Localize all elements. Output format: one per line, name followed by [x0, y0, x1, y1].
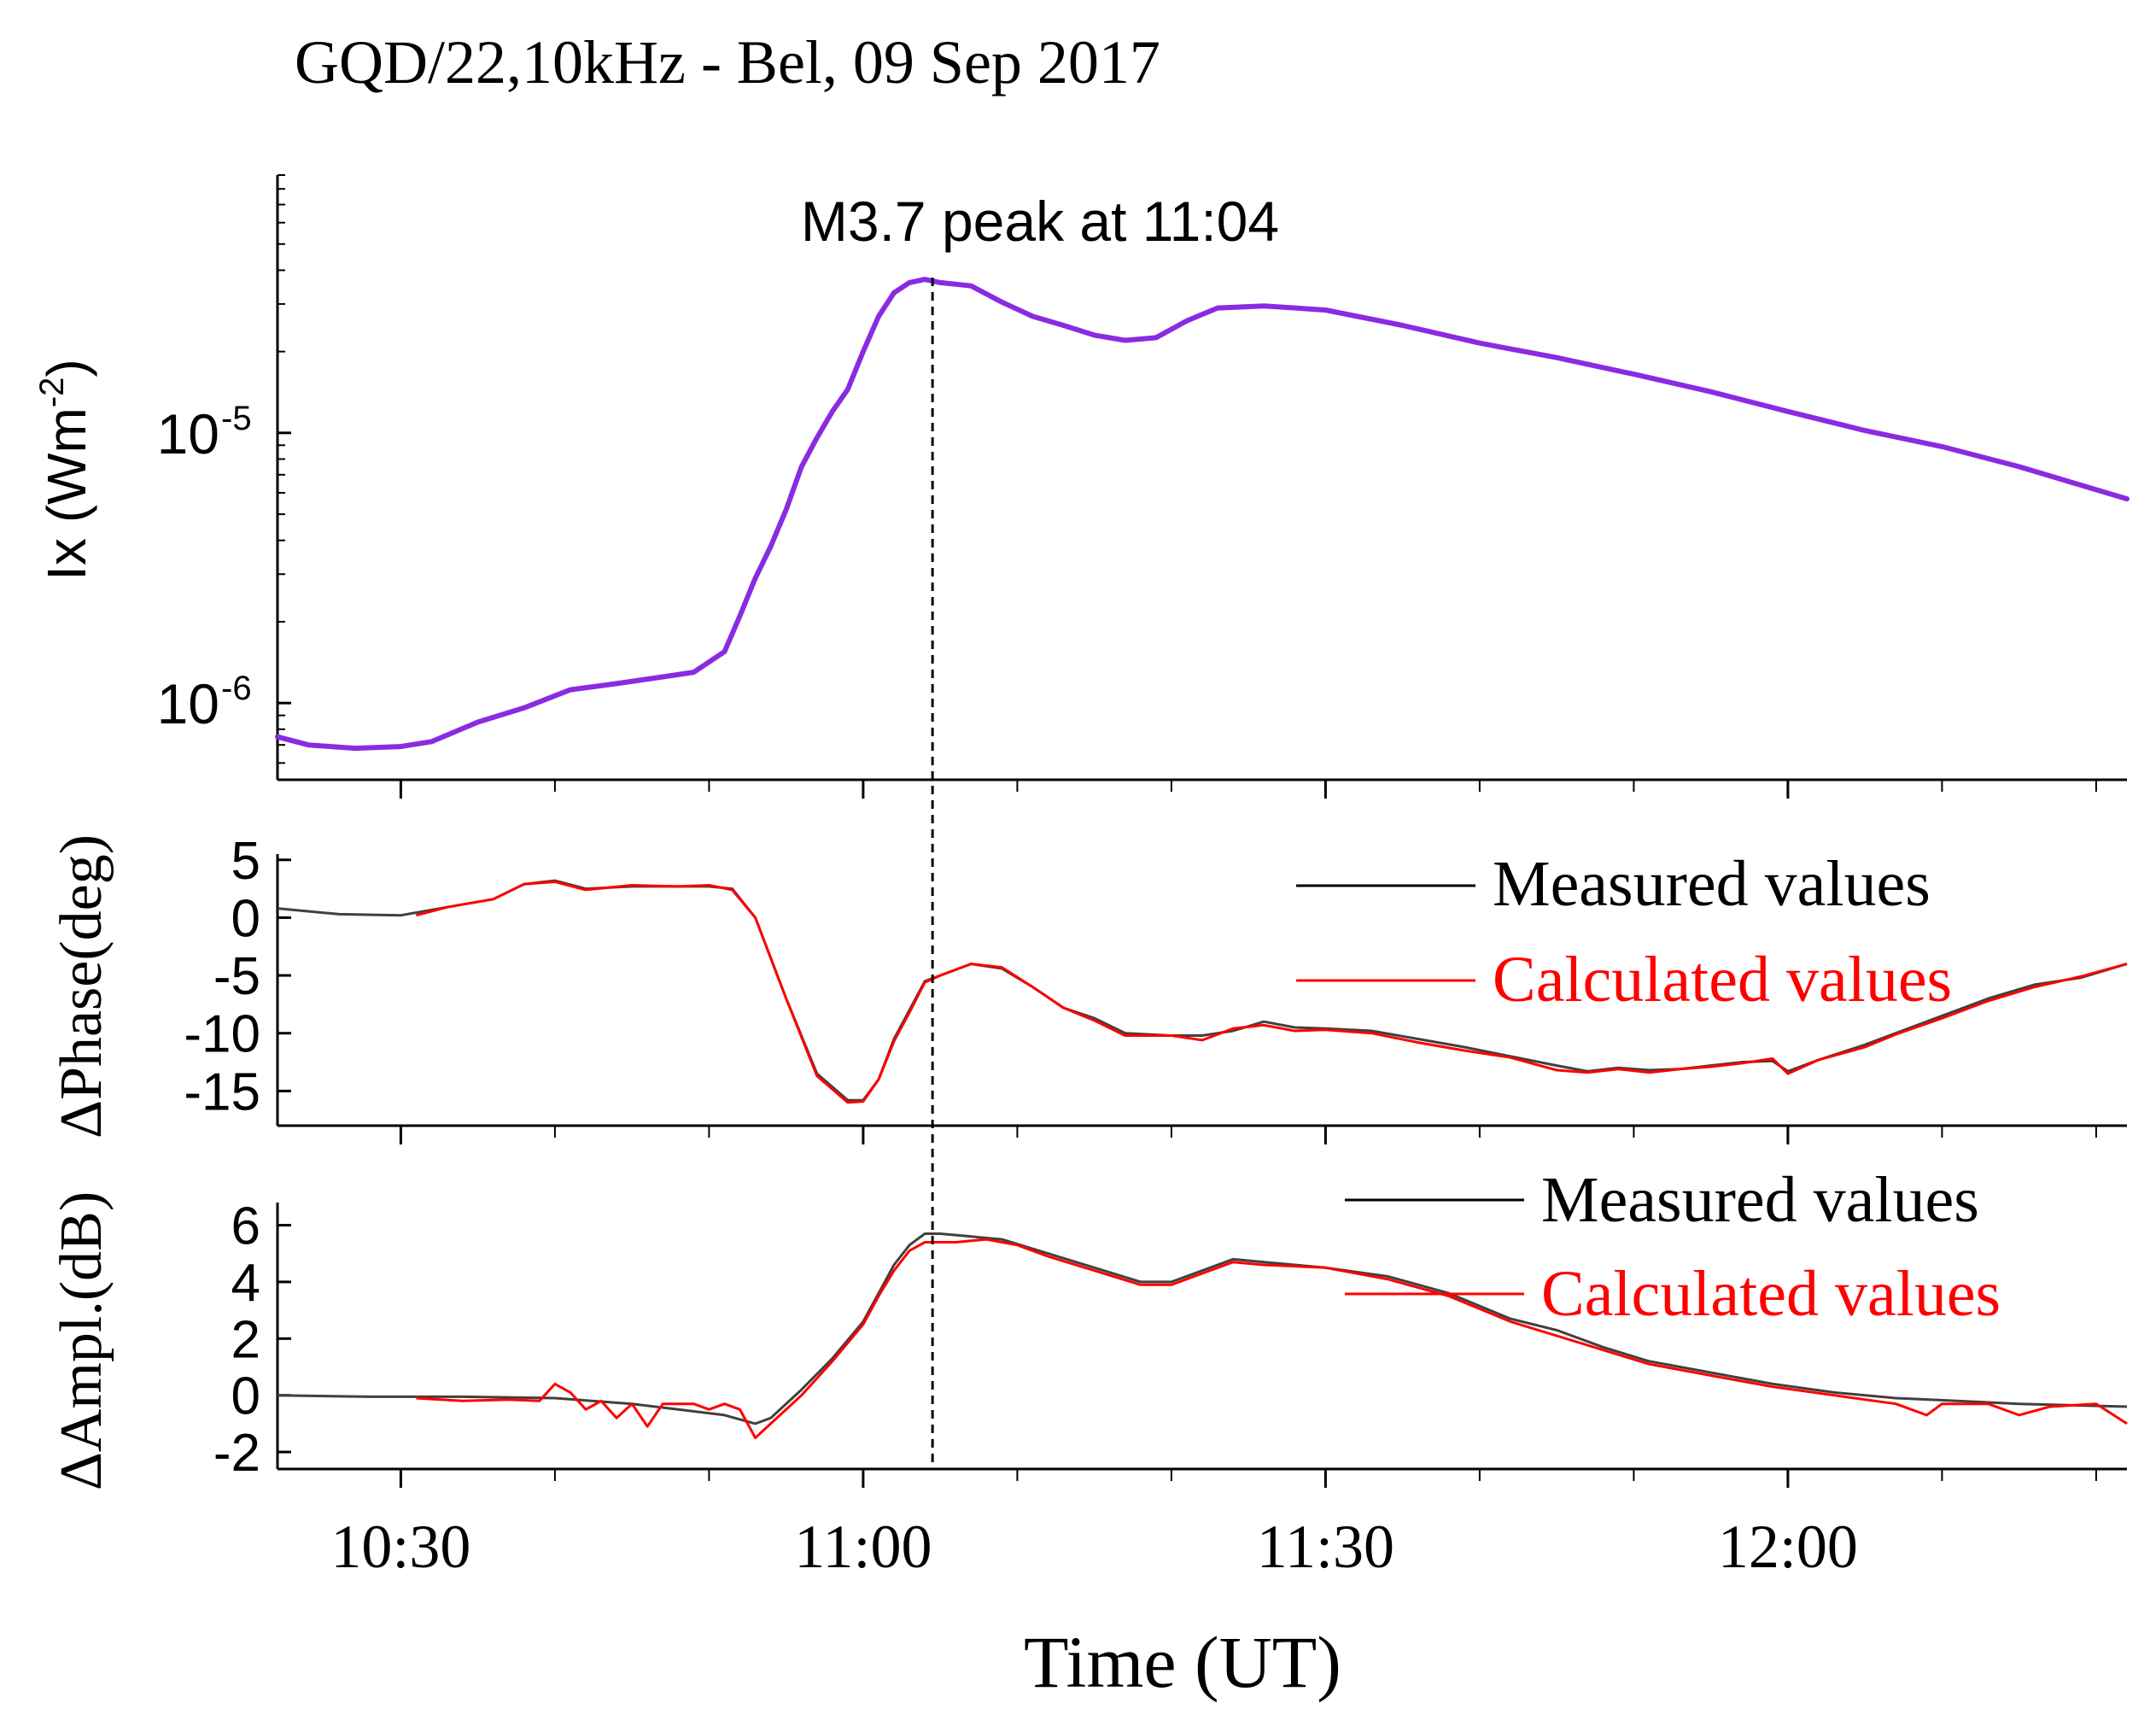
flux-y-tick-base: 10 — [157, 402, 219, 465]
amplitude-measured-line — [277, 1232, 2128, 1425]
x-tick-label: 12:00 — [1718, 1513, 1858, 1581]
x-tick-label: 10:30 — [330, 1513, 470, 1581]
flux-y-tick: 10 -5 — [157, 400, 291, 465]
amplitude-y-tick-label: 0 — [231, 1367, 260, 1426]
amplitude-y-tick-label: 6 — [231, 1197, 260, 1256]
amplitude-y-tick: 6 — [231, 1197, 291, 1256]
amplitude-y-tick-label: -2 — [213, 1424, 260, 1483]
legend-measured-label: Measured values — [1541, 1164, 1979, 1236]
x-axis-label: Time (UT) — [1024, 1621, 1341, 1703]
amplitude-y-tick-label: 4 — [231, 1254, 260, 1313]
flux-series-line — [275, 277, 2130, 752]
flare-annotation: M3.7 peak at 11:04 — [801, 190, 1279, 253]
phase-y-tick-label: -15 — [184, 1062, 260, 1121]
phase-y-tick-label: -10 — [184, 1005, 260, 1064]
flux-y-tick: 10 -6 — [157, 670, 291, 735]
phase-legend: Measured values Calculated values — [1296, 848, 1952, 1015]
phase-panel: 5 0 -5 -10 -15 ΔPhase(deg) Measured valu… — [49, 832, 2128, 1144]
phase-y-tick-label: 5 — [231, 832, 260, 891]
phase-y-tick: 5 — [231, 832, 291, 891]
flux-minor-ticks — [278, 174, 285, 764]
figure-title: GQD/22,10kHz - Bel, 09 Sep 2017 — [295, 28, 1160, 97]
amplitude-y-tick: 4 — [231, 1254, 291, 1313]
flux-y-tick-exponent: -6 — [221, 670, 252, 707]
phase-y-tick: 0 — [231, 889, 291, 948]
amplitude-y-tick: 0 — [231, 1367, 291, 1426]
phase-y-tick: -10 — [184, 1005, 291, 1064]
flux-y-tick-base: 10 — [157, 672, 219, 735]
flux-y-axis-label: Ix (Wm-2) — [33, 359, 97, 580]
flux-panel: 10 -5 10 -6 Ix (Wm-2) M3.7 peak at 11:04 — [33, 174, 2130, 799]
legend-measured-label: Measured values — [1493, 848, 1931, 920]
flux-x-ticks — [399, 780, 2097, 799]
phase-y-tick-label: 0 — [231, 889, 260, 948]
phase-y-tick: -5 — [213, 947, 291, 1006]
amplitude-y-tick: -2 — [213, 1424, 291, 1483]
amplitude-y-axis-label: ΔAmpl.(dB) — [49, 1191, 114, 1490]
amplitude-calculated-line — [416, 1238, 2128, 1439]
legend-calculated-label: Calculated values — [1541, 1258, 2001, 1330]
legend-calculated-label: Calculated values — [1493, 944, 1952, 1015]
phase-y-tick-label: -5 — [213, 947, 260, 1006]
flux-y-tick-exponent: -5 — [221, 400, 252, 437]
x-tick-label: 11:30 — [1257, 1513, 1394, 1581]
amplitude-panel: 6 4 2 0 -2 ΔAmpl.(dB) Measured values Ca… — [49, 1164, 2128, 1490]
x-tick-label: 11:00 — [794, 1513, 932, 1581]
amplitude-y-tick-label: 2 — [231, 1310, 260, 1369]
amplitude-legend: Measured values Calculated values — [1345, 1164, 2001, 1330]
phase-y-axis-label: ΔPhase(deg) — [49, 834, 114, 1138]
phase-calculated-line — [416, 881, 2128, 1104]
amplitude-x-ticks — [399, 1469, 2097, 1488]
phase-y-tick: -15 — [184, 1062, 291, 1121]
phase-x-ticks — [399, 1126, 2097, 1144]
amplitude-y-tick: 2 — [231, 1310, 291, 1369]
